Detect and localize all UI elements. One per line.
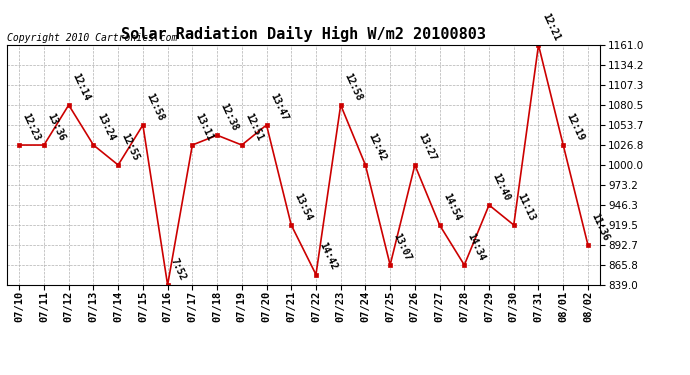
Title: Solar Radiation Daily High W/m2 20100803: Solar Radiation Daily High W/m2 20100803 [121, 27, 486, 42]
Text: 13:07: 13:07 [391, 231, 413, 262]
Text: 7:52: 7:52 [169, 257, 188, 282]
Text: 13:54: 13:54 [293, 191, 314, 222]
Text: 12:40: 12:40 [491, 171, 512, 202]
Text: 12:23: 12:23 [21, 111, 42, 142]
Text: 13:27: 13:27 [416, 131, 437, 162]
Text: 12:58: 12:58 [144, 92, 166, 122]
Text: 11:13: 11:13 [515, 191, 537, 222]
Text: Copyright 2010 Cartronics.com: Copyright 2010 Cartronics.com [7, 33, 177, 43]
Text: 14:42: 14:42 [317, 241, 339, 272]
Text: 14:34: 14:34 [466, 231, 487, 262]
Text: 12:51: 12:51 [243, 111, 265, 142]
Text: 12:55: 12:55 [119, 131, 141, 162]
Text: 12:21: 12:21 [540, 11, 562, 42]
Text: 12:38: 12:38 [219, 102, 240, 132]
Text: 13:24: 13:24 [95, 111, 117, 142]
Text: 13:47: 13:47 [268, 92, 289, 122]
Text: 11:36: 11:36 [589, 211, 611, 242]
Text: 12:58: 12:58 [342, 71, 364, 102]
Text: 13:11: 13:11 [194, 111, 215, 142]
Text: 12:14: 12:14 [70, 71, 92, 102]
Text: 12:42: 12:42 [367, 131, 388, 162]
Text: 12:19: 12:19 [564, 111, 586, 142]
Text: 14:54: 14:54 [441, 191, 462, 222]
Text: 13:36: 13:36 [46, 111, 67, 142]
